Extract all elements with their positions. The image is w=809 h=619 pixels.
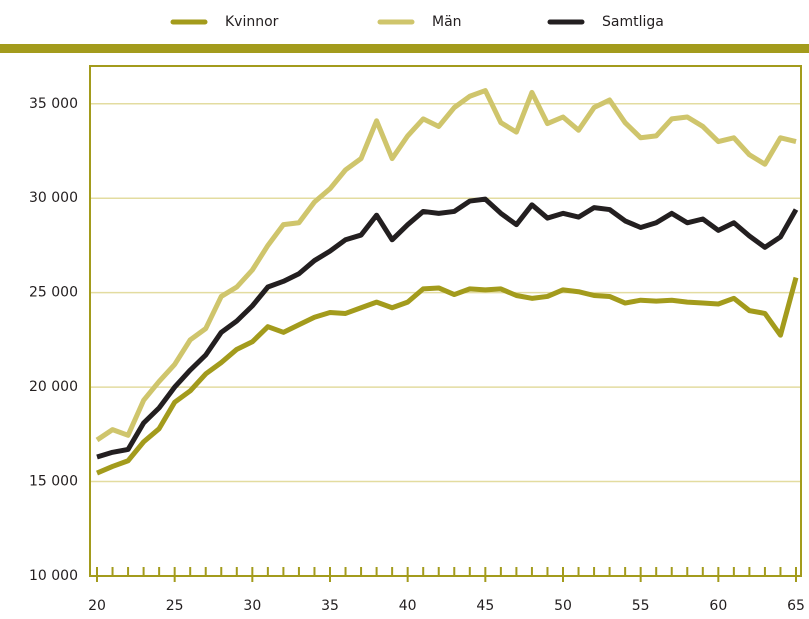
- x-tick-label: 60: [709, 598, 727, 614]
- y-tick-label: 15 000: [29, 474, 78, 490]
- line-series: [96, 196, 799, 460]
- header-band: [0, 44, 809, 53]
- y-tick-label: 20 000: [29, 379, 78, 395]
- x-tick-label: 45: [476, 598, 494, 614]
- x-tick-label: 55: [632, 598, 650, 614]
- line-series: [95, 88, 797, 443]
- y-tick-label: 30 000: [29, 190, 78, 206]
- line-series: [96, 276, 799, 476]
- legend-label: Kvinnor: [225, 14, 279, 30]
- y-tick-label: 10 000: [29, 568, 78, 584]
- x-tick-label: 30: [243, 598, 261, 614]
- x-tick-label: 50: [554, 598, 572, 614]
- x-tick-label: 35: [321, 598, 339, 614]
- x-tick-label: 65: [787, 598, 805, 614]
- x-tick-label: 20: [88, 598, 106, 614]
- legend-label: Samtliga: [602, 14, 664, 30]
- y-tick-label: 25 000: [29, 285, 78, 301]
- x-tick-label: 40: [399, 598, 417, 614]
- plot-frame: [89, 65, 802, 577]
- x-tick-label: 25: [166, 598, 184, 614]
- legend-label: Män: [432, 14, 462, 30]
- y-tick-label: 35 000: [29, 96, 78, 112]
